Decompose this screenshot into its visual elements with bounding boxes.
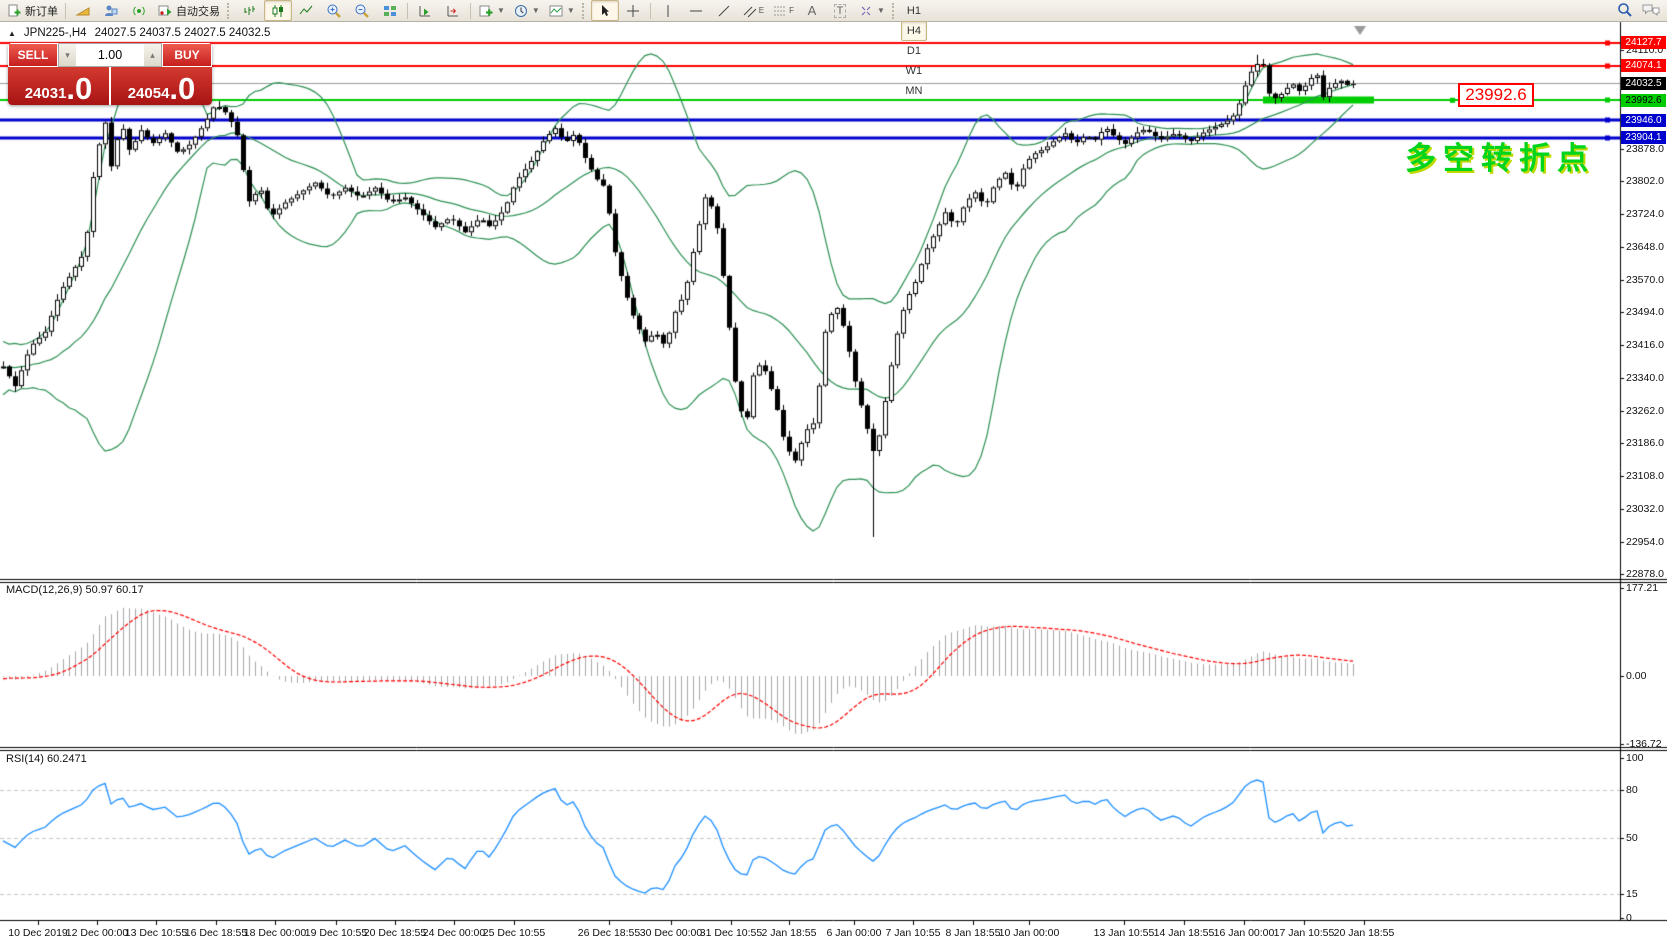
auto-trading-button[interactable]: 自动交易 [153, 0, 224, 21]
sell-price-main: 24031 [24, 84, 67, 102]
dropdown-caret-icon: ▼ [877, 5, 885, 15]
tile-windows-icon [384, 5, 396, 16]
zoom-out-button[interactable] [348, 0, 376, 21]
auto-scroll-button[interactable] [411, 0, 439, 21]
collapse-triangle-icon[interactable]: ▲ [8, 28, 16, 38]
dropdown-caret-icon: ▼ [531, 5, 540, 15]
buy-price-main: 24054 [127, 84, 170, 102]
sell-price-pips: .0 [66, 70, 93, 105]
symbol-period-label: JPN225-,H4 [23, 27, 87, 39]
sell-button[interactable]: SELL [8, 43, 58, 67]
arrows-icon [861, 6, 871, 15]
volume-increase-button[interactable]: ▴ [144, 44, 161, 66]
new-order-label: 新订单 [25, 5, 58, 18]
trendline-icon [718, 5, 730, 16]
rsi-indicator-label: RSI(14) 60.2471 [6, 753, 87, 765]
buy-button[interactable]: BUY [162, 43, 212, 67]
cursor-tool-button[interactable] [590, 0, 619, 21]
text-label-tool-button[interactable]: T [826, 0, 854, 21]
crosshair-tool-button[interactable] [619, 0, 647, 21]
templates-button[interactable]: ▼ [544, 0, 579, 21]
chart-shift-button[interactable] [439, 0, 467, 21]
vertical-line-tool-button[interactable] [654, 0, 682, 21]
timeframe-w1-button[interactable]: W1 [905, 64, 923, 77]
chart-shift-icon [447, 5, 458, 16]
buy-price[interactable]: 24054.0 [111, 67, 212, 105]
line-chart-button[interactable] [292, 0, 320, 21]
macd-indicator-label: MACD(12,26,9) 50.97 60.17 [6, 584, 144, 596]
zoom-in-icon [327, 4, 341, 18]
channel-tool-button[interactable]: E [738, 0, 768, 21]
volume-decrease-button[interactable]: ▾ [59, 44, 76, 66]
bar-chart-icon [244, 5, 255, 15]
template-icon [549, 5, 563, 16]
vertical-line-icon [667, 4, 669, 17]
timeframe-h1-button[interactable]: H1 [906, 4, 921, 17]
signal-icon [133, 6, 145, 15]
metaquotes-button[interactable] [69, 0, 97, 21]
text-label-icon: T [833, 3, 847, 18]
volume-spinner: ▾ 1.00 ▴ [58, 43, 162, 67]
trendline-tool-button[interactable] [710, 0, 738, 21]
dropdown-caret-icon: ▼ [566, 5, 575, 15]
price-alert-box[interactable]: 23992.6 [1458, 83, 1534, 107]
add-indicator-icon [479, 5, 493, 16]
zoom-out-icon [355, 4, 369, 18]
arrows-tool-button[interactable]: ▼ [854, 0, 889, 21]
sell-price[interactable]: 24031.0 [8, 67, 109, 105]
fibonacci-letter: F [789, 6, 794, 15]
ohlc-values: 24027.5 24037.5 24027.5 24032.5 [94, 27, 271, 39]
cursor-icon [601, 4, 609, 16]
new-order-icon [8, 4, 21, 16]
fibonacci-icon [774, 6, 786, 15]
signals-button[interactable] [125, 0, 153, 21]
volume-input[interactable]: 1.00 [97, 48, 123, 62]
text-tool-icon: A [807, 3, 817, 18]
wedge-icon [75, 6, 90, 15]
chart-annotation-text[interactable]: 多空转折点 [1405, 141, 1595, 176]
search-icon[interactable] [1617, 2, 1633, 18]
crosshair-icon [626, 4, 639, 17]
auto-trading-icon [158, 5, 172, 15]
dropdown-caret-icon: ▼ [497, 5, 505, 15]
line-chart-icon [299, 5, 313, 14]
text-tool-button[interactable]: A [798, 0, 826, 21]
one-click-trade-panel: SELL ▾ 1.00 ▴ BUY 24031.0 24054.0 [8, 43, 212, 105]
chart-title: ▲ JPN225-,H4 24027.5 24037.5 24027.5 240… [8, 27, 270, 39]
timeframe-d1-button[interactable]: D1 [906, 44, 921, 57]
timeframe-group: M1M5M15M30H1H4D1W1MN [900, 0, 927, 101]
person-computer-icon [105, 5, 118, 16]
zoom-in-button[interactable] [320, 0, 348, 21]
horizontal-line-icon [689, 10, 702, 11]
channel-letter: E [758, 6, 765, 15]
chat-icon[interactable] [1641, 2, 1661, 18]
auto-scroll-icon [419, 5, 430, 16]
timeframe-mn-button[interactable]: MN [905, 84, 923, 97]
timeframe-h4-button[interactable]: H4 [900, 20, 927, 41]
candlestick-chart-icon [272, 4, 283, 17]
buy-price-pips: .0 [169, 70, 196, 105]
horizontal-line-tool-button[interactable] [682, 0, 710, 21]
bar-chart-button[interactable] [236, 0, 264, 21]
candlestick-chart-button[interactable] [264, 0, 292, 21]
auto-trading-label: 自动交易 [176, 5, 220, 18]
fibonacci-tool-button[interactable]: F [768, 0, 798, 21]
toolbar: 新订单 自动交易 ▼ ▼ ▼ E F A T ▼ [0, 0, 1667, 97]
channel-icon [743, 6, 756, 17]
market-button[interactable] [97, 0, 125, 21]
indicators-button[interactable]: ▼ [474, 0, 509, 21]
tile-windows-button[interactable] [376, 0, 404, 21]
new-order-button[interactable]: 新订单 [2, 0, 62, 21]
periods-button[interactable]: ▼ [509, 0, 544, 21]
clock-icon [514, 4, 527, 17]
